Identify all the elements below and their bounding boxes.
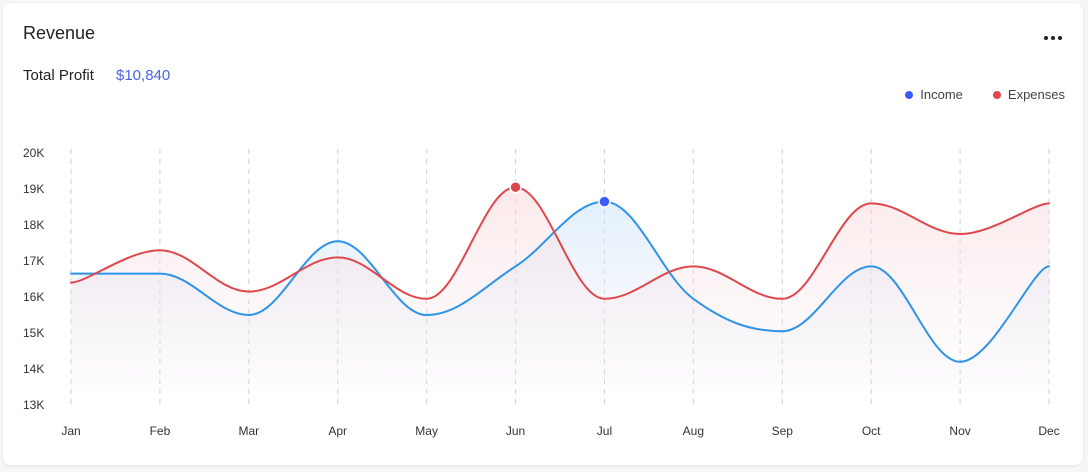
x-tick-may: May <box>415 424 438 438</box>
x-tick-apr: Apr <box>328 424 347 438</box>
area-expenses <box>71 187 1049 391</box>
x-tick-sep: Sep <box>772 424 794 438</box>
x-tick-jun: Jun <box>506 424 525 438</box>
legend-label-expenses: Expenses <box>1007 87 1065 102</box>
revenue-line-chart: 13K 14K 15K 16K 17K 18K 19K 20K Jan Feb Mar Apr May… <box>23 146 1060 438</box>
x-tick-jan: Jan <box>61 424 80 438</box>
y-tick-15k: 15K <box>23 326 44 340</box>
y-tick-18k: 18K <box>23 218 44 232</box>
x-tick-mar: Mar <box>238 424 259 438</box>
point-expenses-jun <box>509 180 522 194</box>
legend-item-expenses[interactable]: Expenses <box>992 87 1065 102</box>
legend-dot-expenses <box>992 90 1001 99</box>
legend-label-income: Income <box>920 87 963 102</box>
legend-dot-income <box>905 90 914 99</box>
x-tick-jul: Jul <box>597 424 612 438</box>
x-tick-dec: Dec <box>1038 424 1059 438</box>
x-tick-oct: Oct <box>862 424 881 438</box>
y-tick-14k: 14K <box>23 362 44 376</box>
x-tick-feb: Feb <box>150 424 171 438</box>
card-title: Revenue <box>23 23 96 43</box>
x-tick-nov: Nov <box>949 424 970 438</box>
total-profit-value: $10,840 <box>116 67 171 84</box>
revenue-card: Revenue Total Profit $10,840 Income Expe… <box>3 3 1083 465</box>
more-horizontal-icon[interactable] <box>1043 33 1065 43</box>
chart-legend: Income Expenses <box>905 87 1065 102</box>
point-income-jul <box>598 195 611 208</box>
y-tick-16k: 16K <box>23 290 44 304</box>
total-profit-label: Total Profit <box>23 67 94 84</box>
y-tick-17k: 17K <box>23 254 44 268</box>
line-income <box>70 200 1050 363</box>
y-tick-13k: 13K <box>23 398 44 412</box>
legend-item-income[interactable]: Income <box>905 87 963 102</box>
y-tick-20k: 20K <box>23 146 44 160</box>
y-tick-19k: 19K <box>23 182 44 196</box>
x-tick-aug: Aug <box>683 424 704 438</box>
line-expenses <box>70 186 1050 300</box>
